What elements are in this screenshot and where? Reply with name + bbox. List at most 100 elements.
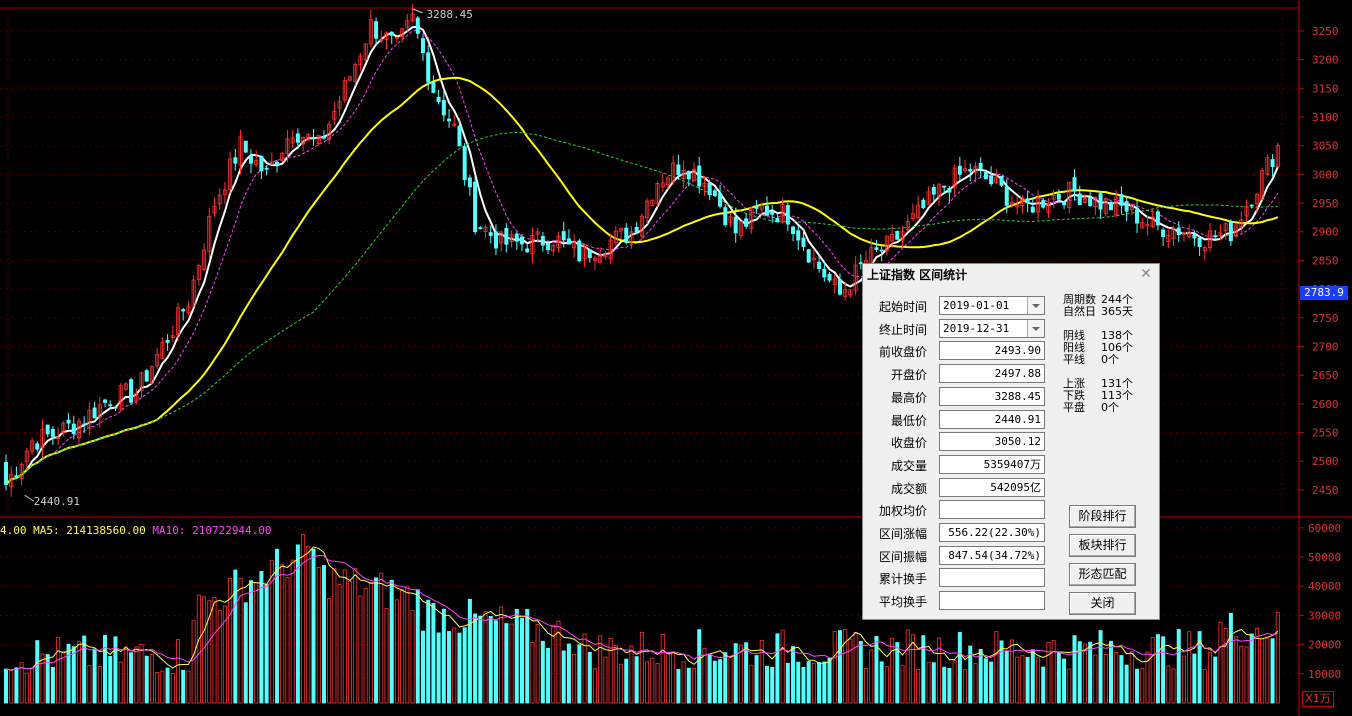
volume-bar (14, 667, 19, 704)
candle-body (697, 165, 702, 187)
volume-bar (228, 578, 233, 704)
dialog-stat-key: 下跌 (1063, 389, 1085, 402)
dialog-row-label: 区间振幅 (878, 549, 927, 564)
candle-body (791, 226, 796, 235)
volume-bar (56, 636, 61, 704)
volume-bar (233, 569, 238, 704)
volume-bar (895, 642, 900, 704)
candle-body (540, 235, 545, 246)
volume-bar (1129, 651, 1134, 704)
volume-bar (592, 668, 597, 704)
dialog-stat: 上涨 131个 (1063, 378, 1133, 389)
volume-bar (290, 559, 295, 704)
volume-bar (1171, 668, 1176, 704)
volume-bar (82, 635, 87, 704)
dialog-stat: 自然日 365天 (1063, 306, 1133, 317)
dialog-stat-key: 阴线 (1063, 329, 1085, 342)
volume-bar (191, 620, 196, 704)
candle-body (1093, 196, 1098, 208)
volume-bar (1088, 641, 1093, 704)
volume-bar (514, 608, 519, 704)
volume-bar (1187, 631, 1192, 704)
volume-bar (103, 634, 108, 704)
volume-bar (410, 610, 415, 704)
candle-body (1088, 196, 1093, 207)
candle-body (316, 134, 321, 144)
candle-body (884, 235, 889, 251)
volume-bar (337, 584, 342, 704)
sector-rank-button[interactable]: 板块排行 (1069, 534, 1136, 557)
date-picker[interactable]: 2019-12-31 (939, 318, 1045, 338)
close-icon[interactable]: ✕ (1140, 266, 1152, 282)
volume-bar (342, 569, 347, 704)
date-picker[interactable]: 2019-01-01 (939, 296, 1045, 315)
volume-bar (306, 545, 311, 704)
candle-body (1208, 230, 1213, 249)
candle-body (551, 245, 556, 252)
candle-body (1213, 235, 1218, 238)
volume-bar (629, 645, 634, 704)
volume-bar (853, 631, 858, 704)
volume-bar (1145, 651, 1150, 704)
candle-body (76, 420, 81, 439)
ma60-line (5, 131, 1278, 485)
dialog-row-value-text: 556.22(22.30%) (948, 526, 1041, 539)
chevron-down-icon[interactable] (1027, 319, 1044, 337)
candle-body (535, 231, 540, 235)
candle-body (655, 183, 660, 205)
dialog-row-value-text: 542095亿 (990, 480, 1041, 494)
volume-bar (712, 660, 717, 704)
volume-bar (983, 658, 988, 704)
dialog-row-value-text: 847.54(34.72%) (948, 548, 1041, 562)
volume-bar (165, 667, 170, 704)
candle-body (420, 38, 425, 54)
volume-bar (775, 633, 780, 704)
candle-body (348, 76, 353, 81)
dialog-row-value: 847.54(34.72%) (939, 545, 1045, 565)
stage-rank-button[interactable]: 阶段排行 (1069, 505, 1136, 528)
volume-bar (1150, 637, 1155, 704)
chevron-down-icon[interactable] (1027, 297, 1044, 314)
volume-tick-label: 10000 (1308, 668, 1341, 681)
volume-bar (598, 635, 603, 704)
volume-bar (196, 594, 201, 704)
price-tick-label: 2600 (1312, 398, 1339, 411)
volume-bars (4, 534, 1280, 704)
volume-ma-lines (5, 546, 1279, 671)
price-tick-label: 2550 (1312, 427, 1339, 440)
candle-body (973, 165, 978, 173)
volume-bar (264, 584, 269, 704)
candle-body (280, 152, 285, 162)
candle-body (186, 306, 191, 314)
volume-bar (1082, 643, 1087, 704)
dialog-stat: 平线 0个 (1063, 354, 1119, 365)
dialog-row-value: 2493.90 (939, 341, 1045, 361)
close-button[interactable]: 关闭 (1069, 592, 1136, 615)
volume-bar (139, 643, 144, 704)
price-tick-label: 3200 (1312, 54, 1339, 67)
dialog-stat-value: 365天 (1101, 305, 1133, 318)
volume-bar (40, 653, 45, 704)
price-tick-label: 2900 (1312, 226, 1339, 239)
candle-body (968, 169, 973, 172)
dialog-row-label: 成交额 (890, 481, 927, 496)
dialog-row-value: 2497.88 (939, 364, 1045, 384)
price-tick-label: 3050 (1312, 140, 1339, 153)
candle-body (681, 170, 686, 180)
candle-body (676, 164, 681, 176)
volume-tick-label: 60000 (1308, 522, 1341, 535)
volume-bar (405, 585, 410, 704)
volume-bar (1015, 656, 1020, 704)
candle-body (129, 379, 134, 403)
candle-body (462, 146, 467, 181)
pattern-match-button[interactable]: 形态匹配 (1069, 563, 1136, 586)
volume-bar (957, 632, 962, 704)
candle-body (212, 206, 217, 214)
candle-body (811, 257, 816, 261)
candle-body (634, 226, 639, 233)
candle-body (613, 230, 618, 243)
candle-body (82, 423, 87, 426)
candle-body (671, 162, 676, 183)
dialog-row-label: 最高价 (890, 390, 927, 405)
candle-body (983, 172, 988, 180)
